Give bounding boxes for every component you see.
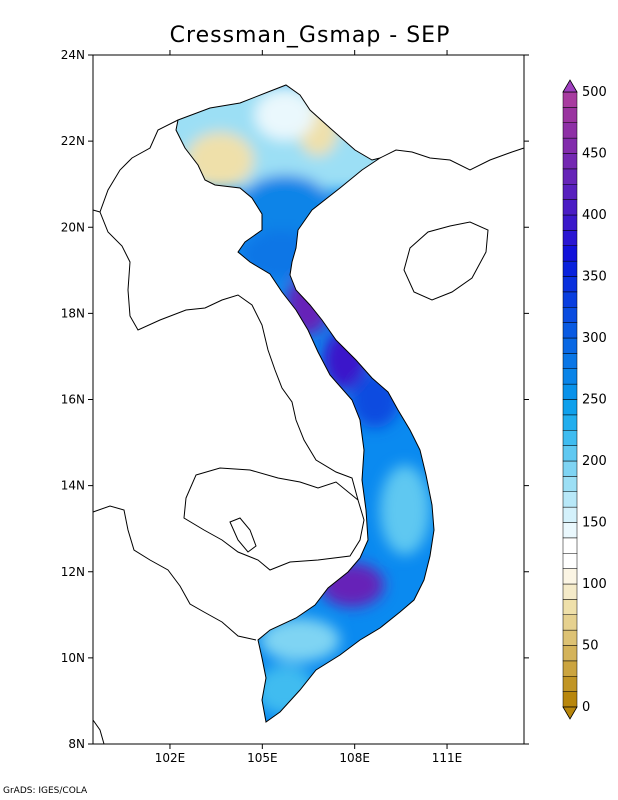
colorbar-swatch	[562, 614, 578, 631]
colorbar-swatch	[562, 445, 578, 462]
colorbar-swatch	[562, 599, 578, 615]
gulf-coast	[92, 505, 257, 641]
y-tick-label: 10N	[61, 651, 85, 665]
myanmar-border	[92, 209, 101, 213]
colorbar-swatch	[562, 660, 578, 677]
colorbar-swatch	[562, 322, 578, 339]
x-axis: 102E 105E 108E 111E	[155, 50, 463, 765]
colorbar-swatch	[562, 260, 578, 277]
colorbar-swatch	[562, 506, 578, 523]
colorbar-min-arrow	[562, 706, 578, 720]
hainan-island	[403, 221, 489, 301]
colorbar-swatch	[562, 430, 578, 446]
colorbar-swatch	[562, 245, 578, 262]
field-delta-light	[260, 618, 340, 662]
colorbar: 0 50 100 150 200 250 300 350 400 450 500	[562, 79, 607, 720]
colorbar-label: 500	[582, 85, 607, 100]
y-tick-label: 24N	[61, 48, 85, 62]
colorbar-swatch	[562, 491, 578, 508]
x-tick-label: 105E	[247, 751, 278, 765]
vietnam-outline	[175, 84, 435, 723]
colorbar-swatch	[562, 568, 578, 585]
colorbar-swatch	[562, 337, 578, 354]
colorbar-label: 200	[582, 454, 607, 469]
colorbar-swatch	[562, 230, 578, 246]
colorbar-swatch	[562, 414, 578, 431]
colorbar-label: 350	[582, 270, 607, 285]
colorbar-swatch	[562, 107, 578, 123]
colorbar-swatch	[562, 122, 578, 139]
laos-border	[99, 119, 359, 501]
y-tick-label: 16N	[61, 393, 85, 407]
colorbar-label: 0	[582, 700, 590, 715]
x-tick-label: 102E	[155, 751, 186, 765]
colorbar-label: 300	[582, 331, 607, 346]
x-tick-label: 108E	[339, 751, 370, 765]
colorbar-swatch	[562, 168, 578, 185]
west-coast	[92, 719, 105, 745]
colorbar-swatch	[562, 629, 578, 646]
field-northwest-dry	[186, 132, 254, 188]
colorbar-max-arrow	[562, 79, 578, 93]
colorbar-swatch	[562, 137, 578, 154]
colorbar-swatch	[562, 691, 578, 708]
y-tick-label: 22N	[61, 134, 85, 148]
colorbar-swatch	[562, 184, 578, 200]
y-tick-label: 18N	[61, 306, 85, 320]
footer-credit: GrADS: IGES/COLA	[3, 786, 88, 796]
colorbar-label: 450	[582, 147, 607, 162]
colorbar-swatch	[562, 383, 578, 400]
y-tick-label: 8N	[68, 737, 85, 751]
colorbar-swatch	[562, 291, 578, 308]
y-tick-label: 12N	[61, 565, 85, 579]
colorbar-swatch	[562, 153, 578, 170]
colorbar-swatch	[562, 368, 578, 385]
colorbar-label: 100	[582, 577, 607, 592]
colorbar-swatch	[562, 399, 578, 416]
y-tick-label: 14N	[61, 479, 85, 493]
colorbar-label: 400	[582, 208, 607, 223]
colorbar-swatch	[562, 522, 578, 539]
china-coast	[379, 147, 525, 171]
colorbar-swatch	[562, 276, 578, 293]
colorbar-swatch	[562, 676, 578, 692]
colorbar-swatch	[562, 199, 578, 216]
colorbar-swatch	[562, 353, 578, 369]
cambodia-border	[183, 467, 365, 571]
y-tick-label: 20N	[61, 220, 85, 234]
x-tick-label: 111E	[432, 751, 463, 765]
colorbar-swatch	[562, 553, 578, 569]
y-axis: 8N 10N 12N 14N 16N 18N 20N 22N 24N	[61, 48, 529, 751]
field-highlands-light	[380, 465, 430, 555]
map-title: Cressman_Gsmap - SEP	[170, 23, 451, 48]
field-north-pale	[255, 90, 315, 140]
colorbar-swatch	[562, 214, 578, 231]
colorbar-swatch	[562, 460, 578, 477]
colorbar-label: 50	[582, 639, 599, 654]
boundaries	[92, 84, 525, 745]
colorbar-swatch	[562, 307, 578, 323]
colorbar-swatch	[562, 476, 578, 492]
colorbar-swatch	[562, 91, 578, 108]
colorbar-swatch	[562, 537, 578, 554]
colorbar-swatch	[562, 645, 578, 662]
colorbar-label: 250	[582, 393, 607, 408]
tonle-sap	[229, 517, 257, 553]
colorbar-swatch	[562, 583, 578, 600]
colorbar-label: 150	[582, 516, 607, 531]
